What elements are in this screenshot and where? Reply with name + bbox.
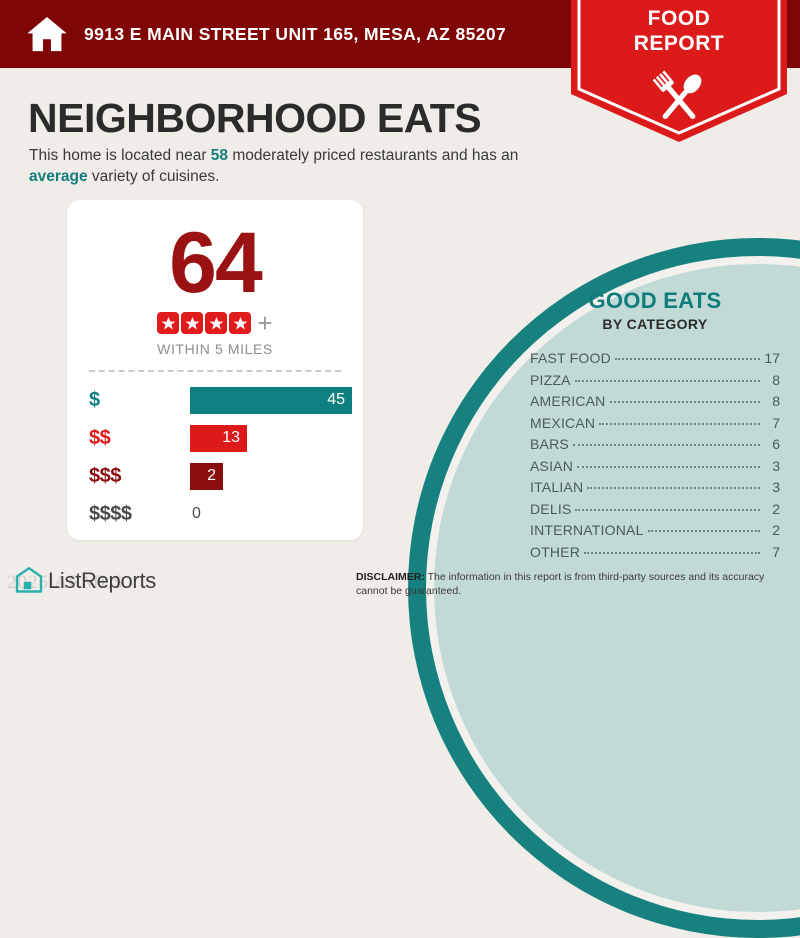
category-name: BARS <box>530 436 569 452</box>
spoon-fork-icon <box>652 70 702 119</box>
star-icon <box>181 312 204 334</box>
logo-text: ListReports <box>48 568 156 593</box>
category-name: AMERICAN <box>530 393 606 409</box>
category-name: DELIS <box>530 500 572 517</box>
leader-dots <box>647 530 760 532</box>
price-tier-label: $ <box>89 388 100 411</box>
leader-dots <box>599 422 760 425</box>
price-tier-row: $$ 13 <box>67 419 363 457</box>
good-eats-title: GOOD EATS <box>588 288 722 313</box>
category-value: 8 <box>772 393 780 409</box>
category-row: AMERICAN 8 <box>530 393 780 415</box>
price-tier-label: $$ <box>89 426 111 449</box>
disclaimer: DISCLAIMER: The information in this repo… <box>356 571 790 598</box>
leader-dots <box>614 358 760 360</box>
score-number: 64 <box>169 215 263 311</box>
plus-sign: + <box>257 308 273 338</box>
page-subtitle: This home is located near 58 moderately … <box>29 145 559 187</box>
category-value: 3 <box>772 479 780 495</box>
category-row: MEXICAN 7 <box>530 415 780 437</box>
price-tier-value: 45 <box>327 391 345 408</box>
category-value: 7 <box>772 414 780 431</box>
price-tier-value: 0 <box>192 505 201 522</box>
disclaimer-text: The information in this report is from t… <box>356 571 765 597</box>
good-eats-panel: GOOD EATS BY CATEGORY FAST FOOD 17 PIZZA 8 A… <box>530 288 780 565</box>
category-value: 2 <box>772 500 780 517</box>
category-name: ASIAN <box>530 457 574 474</box>
leader-dots <box>575 508 760 511</box>
price-tier-label: $$$ <box>89 464 121 487</box>
subtitle-part-2: moderately priced restaurants and has an <box>228 147 519 164</box>
within-radius-label: WITHIN 5 MILES <box>157 341 273 357</box>
category-row: PIZZA 8 <box>530 372 780 394</box>
subtitle-highlight-count: 58 <box>210 147 229 164</box>
category-row: DELIS 2 <box>530 501 780 523</box>
badge-shape <box>571 0 787 142</box>
category-row: ITALIAN 3 <box>530 479 780 501</box>
star-icon <box>157 312 180 334</box>
category-name: ITALIAN <box>530 479 584 495</box>
star-icon <box>229 312 252 334</box>
price-tier-chart: $45 $$ 13 $$$ 2 $$$$ 0 <box>67 381 363 533</box>
category-name: OTHER <box>530 543 580 560</box>
category-row: ASIAN 3 <box>530 458 780 480</box>
subtitle-part-1: This home is located near <box>29 147 211 164</box>
category-list: FAST FOOD 17 PIZZA 8 AMERICAN 8 MEXICAN 7 BARS 6 A… <box>530 350 780 565</box>
category-value: 7 <box>772 543 780 560</box>
price-tier-bar: 45 <box>190 386 352 414</box>
score-card: 64 + WITHIN 5 MILES $45 $$ 13 $$$ 2 $$$$ 0 <box>67 200 363 540</box>
category-name: PIZZA <box>530 371 571 388</box>
price-tier-value: 13 <box>222 429 240 446</box>
star-rating: + <box>67 308 363 338</box>
price-tier-row: $45 <box>67 381 363 419</box>
category-value: 2 <box>772 522 780 538</box>
category-value: 6 <box>772 436 780 452</box>
food-report-badge: FOOD REPORT <box>571 0 787 142</box>
page-title: NEIGHBORHOOD EATS <box>28 95 482 141</box>
category-name: MEXICAN <box>530 414 596 431</box>
leader-dots <box>587 487 760 489</box>
price-tier-bar: 2 <box>190 462 223 490</box>
leader-dots <box>572 444 760 446</box>
subtitle-part-3: variety of cuisines. <box>87 168 220 185</box>
leader-dots <box>577 465 760 468</box>
category-value: 8 <box>772 371 780 388</box>
leader-dots <box>584 551 760 554</box>
category-row: OTHER 7 <box>530 544 780 566</box>
category-name: INTERNATIONAL <box>530 522 644 538</box>
price-tier-row: $$$ 2 <box>67 457 363 495</box>
house-pentagon-icon <box>15 567 43 593</box>
header-address: 9913 E MAIN STREET UNIT 165, MESA, AZ 85… <box>84 23 507 44</box>
leader-dots <box>609 401 760 403</box>
star-icon <box>205 312 228 334</box>
good-eats-subtitle: BY CATEGORY <box>602 316 708 332</box>
card-divider <box>89 370 341 372</box>
category-value: 3 <box>772 457 780 474</box>
leader-dots <box>574 379 760 382</box>
category-row: BARS 6 <box>530 436 780 458</box>
price-tier-bar: 13 <box>190 424 247 452</box>
listreports-logo: ListReports <box>14 566 156 596</box>
price-tier-row: $$$$ 0 <box>67 495 363 533</box>
price-tier-label: $$$$ <box>89 502 132 525</box>
category-name: FAST FOOD <box>530 350 611 366</box>
category-row: INTERNATIONAL 2 <box>530 522 780 544</box>
category-row: FAST FOOD 17 <box>530 350 780 372</box>
home-icon <box>27 16 67 52</box>
category-value: 17 <box>764 350 780 366</box>
subtitle-highlight-variety: average <box>29 168 88 185</box>
mls-watermark: 2025 ARMLS <box>7 572 125 593</box>
price-tier-value: 2 <box>207 467 216 484</box>
disclaimer-label: DISCLAIMER: <box>356 571 425 583</box>
